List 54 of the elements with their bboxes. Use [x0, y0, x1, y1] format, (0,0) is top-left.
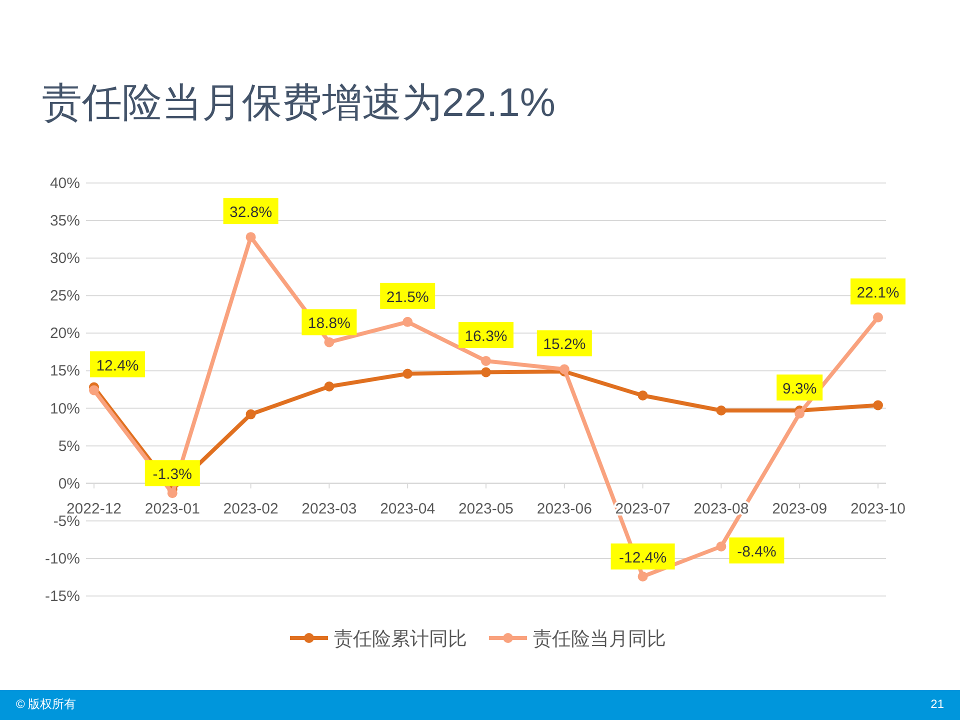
legend-label: 责任险累计同比: [334, 629, 467, 650]
y-tick-label: 40%: [50, 175, 80, 192]
point: [402, 316, 413, 327]
y-tick-label: -5%: [53, 512, 80, 530]
legend-label: 责任险当月同比: [533, 629, 666, 650]
y-tick-label: -15%: [44, 588, 80, 605]
point: [324, 337, 334, 348]
x-tick-label: 2023-02: [223, 500, 278, 518]
y-tick-label: 0%: [58, 475, 80, 492]
x-tick-label: 2023-05: [458, 500, 514, 518]
y-tick-label: 10%: [50, 400, 80, 418]
x-tick-label: 2023-01: [144, 500, 200, 518]
x-tick-label: 2023-06: [536, 500, 592, 518]
point: [794, 408, 805, 419]
data-label: 21.5%: [386, 288, 429, 306]
point: [481, 356, 491, 366]
point: [402, 368, 413, 379]
y-tick-label: 5%: [58, 438, 80, 455]
text: 21: [930, 697, 944, 711]
data-label: -1.3%: [152, 466, 192, 484]
data-label: 22.1%: [856, 284, 900, 302]
point: [716, 406, 726, 416]
point: [324, 381, 334, 392]
data-label: 18.8%: [308, 315, 350, 332]
x-tick-label: 2023-04: [380, 500, 436, 518]
y-tick-label: 25%: [50, 288, 80, 305]
point: [89, 385, 99, 396]
data-label: -12.4%: [619, 549, 667, 566]
legend: 责任险当月同比: [489, 629, 666, 650]
y-tick-label: 35%: [50, 212, 80, 230]
point: [873, 400, 883, 410]
x-tick-label: 2023-09: [772, 500, 828, 518]
data-label: 16.3%: [464, 328, 508, 345]
point: [246, 232, 256, 242]
data-label: -8.4%: [737, 543, 776, 560]
y-tick-label: -10%: [44, 550, 80, 568]
legend: 责任险累计同比: [290, 629, 467, 650]
data-label: 12.4%: [96, 357, 139, 374]
x-tick-label: 2023-10: [850, 500, 906, 518]
point: [246, 409, 256, 420]
point: [716, 541, 726, 552]
y-tick-label: 15%: [50, 362, 80, 380]
point: [638, 390, 648, 401]
data-label: 15.2%: [543, 336, 586, 354]
text: © 版权所有: [16, 697, 76, 711]
point: [481, 367, 491, 378]
y-tick-label: 30%: [50, 250, 80, 268]
y-tick-label: 20%: [50, 325, 80, 342]
point: [638, 571, 648, 582]
chart-title: 责任险当月保费增速为22.1%: [42, 81, 556, 125]
data-label: 9.3%: [782, 380, 817, 398]
point: [873, 312, 883, 322]
x-tick-label: 2023-03: [302, 500, 357, 518]
data-label: 32.8%: [230, 204, 272, 222]
